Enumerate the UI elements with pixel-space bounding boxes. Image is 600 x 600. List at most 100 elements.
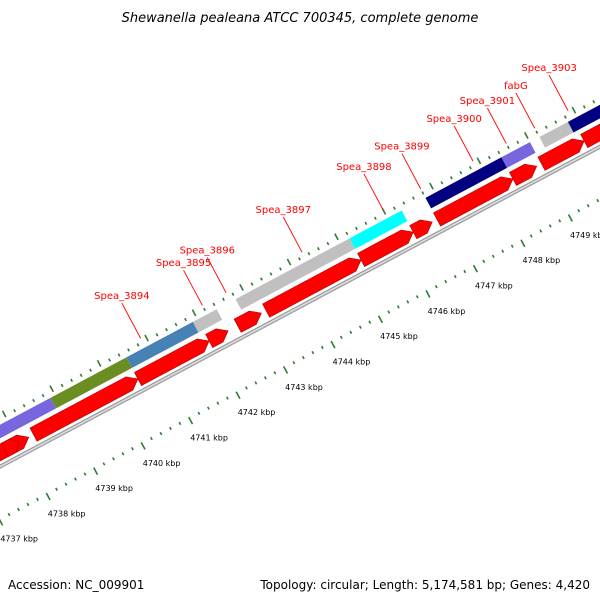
- axis-tick: [235, 391, 241, 400]
- axis-tick: [140, 441, 146, 450]
- gene-label: Spea_3894: [94, 291, 149, 302]
- track-tick: [298, 257, 301, 261]
- axis-tick: [491, 254, 495, 259]
- track-tick: [411, 196, 415, 200]
- axis-tick: [225, 396, 229, 400]
- axis-tick: [406, 300, 410, 304]
- track-tick: [22, 403, 26, 408]
- track-tick: [392, 206, 396, 210]
- cog-segment: [50, 357, 133, 409]
- axis-tick: [463, 269, 467, 274]
- axis-tick: [453, 274, 457, 279]
- gene-leader-line: [548, 75, 569, 111]
- track-tick: [468, 165, 472, 170]
- gene-leader-line: [486, 107, 507, 144]
- axis-tick: [415, 295, 419, 299]
- track-tick: [334, 233, 339, 241]
- track-tick: [260, 277, 263, 281]
- axis-tick: [178, 421, 182, 426]
- backbone-track: [0, 144, 600, 469]
- cds-arrow: [580, 123, 600, 148]
- track-tick: [70, 378, 73, 383]
- track-tick: [231, 292, 235, 296]
- axis-tick: [558, 219, 562, 223]
- track-tick: [117, 353, 121, 357]
- axis-tick: [501, 249, 505, 253]
- track-tick: [49, 385, 55, 393]
- gene-label: Spea_3896: [180, 246, 235, 257]
- track-tick: [476, 157, 482, 165]
- axis-tick-label: 4749 kbp: [570, 231, 600, 240]
- axis-tick: [586, 203, 590, 208]
- cds-arrow: [29, 376, 139, 442]
- axis-tick: [529, 234, 533, 238]
- axis-tick: [567, 214, 573, 222]
- cds-arrow: [205, 328, 229, 348]
- axis-tick: [74, 477, 77, 481]
- track-tick: [127, 348, 130, 352]
- axis-tick: [244, 386, 248, 390]
- gene-label: Spea_3901: [460, 96, 515, 107]
- axis-tick: [472, 264, 479, 273]
- axis-tick: [0, 518, 4, 526]
- cog-segment: [539, 121, 574, 148]
- axis-tick: [197, 411, 201, 415]
- track-tick: [203, 307, 206, 312]
- axis-tick: [358, 325, 362, 329]
- axis-tick-label: 4739 kbp: [95, 484, 133, 493]
- axis-tick: [102, 462, 106, 466]
- axis-tick: [273, 371, 277, 375]
- axis-tick: [159, 431, 163, 436]
- axis-tick-label: 4742 kbp: [238, 408, 276, 417]
- gene-label: Spea_3903: [521, 63, 576, 74]
- cog-segment: [349, 210, 408, 249]
- axis-tick: [482, 259, 486, 264]
- axis-tick: [387, 310, 391, 314]
- track-tick: [165, 327, 168, 332]
- axis-tick-label: 4744 kbp: [333, 357, 371, 366]
- axis-tick-label: 4743 kbp: [285, 383, 323, 392]
- axis-tick: [444, 279, 448, 284]
- cog-track: [0, 104, 600, 439]
- axis-tick: [17, 507, 20, 512]
- track-tick: [554, 120, 558, 124]
- axis-tick: [368, 320, 372, 324]
- axis-tick: [434, 284, 438, 289]
- gene-leader-line: [121, 302, 142, 339]
- gene-leader-line: [515, 92, 536, 129]
- track-tick: [307, 252, 311, 256]
- axis-tick: [26, 502, 30, 507]
- track-tick: [155, 333, 159, 337]
- track-tick: [41, 393, 45, 398]
- axis-tick: [263, 376, 267, 380]
- cds-arrow: [357, 229, 414, 267]
- gene-label: Spea_3900: [426, 114, 481, 125]
- track-tick: [440, 181, 444, 185]
- axis-tick: [55, 487, 58, 491]
- track-tick: [286, 258, 292, 266]
- outer-tick-track: [1, 100, 596, 418]
- gene-label: Spea_3898: [336, 162, 391, 173]
- axis-tick: [112, 457, 115, 461]
- cds-arrow: [433, 176, 514, 227]
- axis-tick-label: 4738 kbp: [48, 509, 86, 518]
- cds-arrow: [262, 257, 362, 318]
- axis-tick: [349, 330, 353, 334]
- axis-tick: [596, 198, 600, 203]
- cog-segment: [501, 142, 536, 168]
- track-tick: [506, 145, 510, 150]
- track-tick: [402, 201, 406, 205]
- axis-tick: [520, 239, 526, 248]
- cog-segment: [235, 238, 356, 310]
- track-tick: [32, 398, 36, 403]
- axis-tick: [320, 345, 324, 350]
- axis-tick: [131, 447, 134, 451]
- track-tick: [524, 132, 529, 139]
- axis-tick: [425, 290, 431, 298]
- track-tick: [136, 343, 140, 347]
- axis-tick: [93, 467, 99, 476]
- genome-title: Shewanella pealeana ATCC 700345, complet…: [122, 11, 479, 26]
- axis-tick-label: 4747 kbp: [475, 282, 513, 291]
